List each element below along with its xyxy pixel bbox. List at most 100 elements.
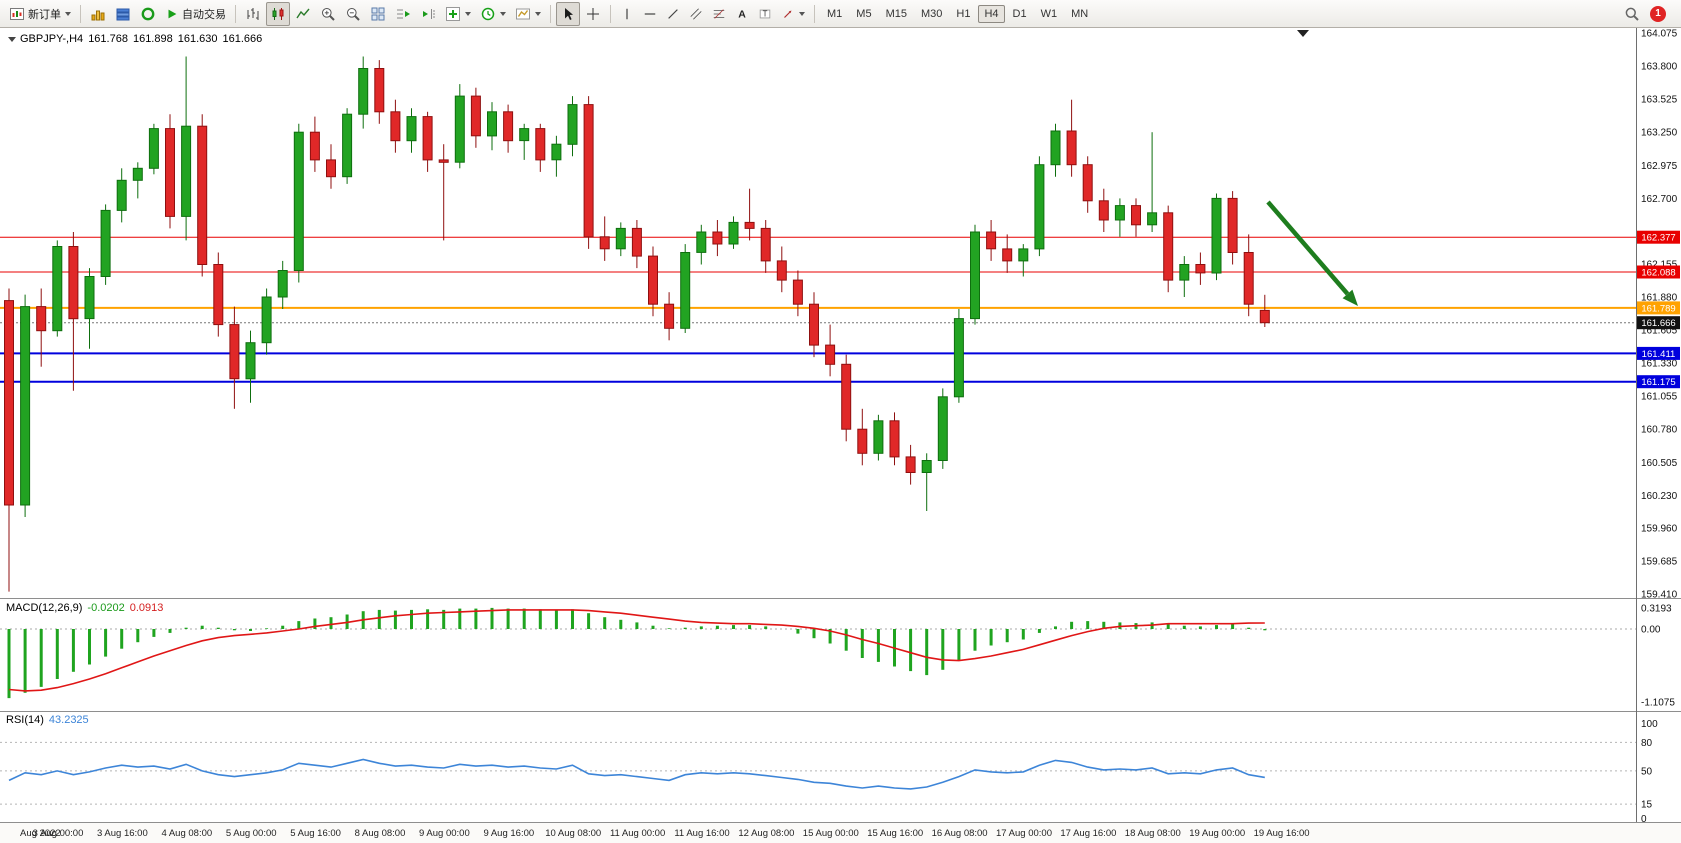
periods-button[interactable]: [476, 2, 510, 26]
time-label[interactable]: 9 Aug 16:00: [483, 828, 534, 839]
candle-body: [1179, 264, 1190, 281]
chart-shift-icon: [423, 8, 435, 19]
time-axis-strip: [0, 822, 1681, 843]
chart-shift-button[interactable]: [416, 2, 440, 26]
price-tick-label: 159.685: [1641, 556, 1678, 567]
candle-body: [1211, 197, 1222, 274]
macd-axis-label: 0.00: [1641, 625, 1661, 636]
price-tag-bg: [1637, 265, 1680, 279]
profiles-button[interactable]: [111, 2, 135, 26]
time-label[interactable]: Aug 2022: [20, 828, 61, 839]
time-label[interactable]: 3 Aug 16:00: [97, 828, 148, 839]
time-label[interactable]: 15 Aug 16:00: [867, 828, 923, 839]
candle-body: [567, 104, 578, 145]
tf-m1-button[interactable]: M1: [827, 7, 843, 20]
auto-trading-label: 自动交易: [182, 8, 226, 21]
candle-body: [326, 159, 336, 178]
time-label[interactable]: 17 Aug 16:00: [1060, 828, 1116, 839]
time-label[interactable]: 3 Aug 00:00: [33, 828, 84, 839]
text-label-tool-button[interactable]: T: [754, 2, 776, 26]
tile-windows-icon: [371, 7, 385, 20]
time-label[interactable]: 5 Aug 16:00: [290, 828, 341, 839]
tf-h1-button[interactable]: H1: [956, 7, 971, 20]
channel-tool-button[interactable]: [685, 2, 707, 26]
time-label[interactable]: 19 Aug 00:00: [1189, 828, 1245, 839]
channel-icon: [690, 7, 702, 20]
templates-button[interactable]: [511, 2, 545, 26]
crosshair-tool-button[interactable]: [581, 2, 605, 26]
trend-arrow-line[interactable]: [1266, 200, 1350, 296]
time-label[interactable]: 17 Aug 00:00: [996, 828, 1052, 839]
auto-trading-button[interactable]: 自动交易: [161, 2, 230, 26]
horizontal-line-tool-button[interactable]: [639, 2, 661, 26]
svg-text:A: A: [738, 8, 746, 20]
search-icon[interactable]: [1624, 6, 1640, 22]
macd-indicator-label: MACD(12,26,9) -0.0202 0.0913: [6, 602, 163, 614]
tf-mn-button[interactable]: MN: [1071, 7, 1089, 20]
candle-body: [809, 303, 819, 346]
candle-body: [487, 111, 497, 137]
arrows-tool-button[interactable]: [777, 2, 809, 26]
tf-w1-button[interactable]: W1: [1040, 7, 1058, 20]
time-label[interactable]: 19 Aug 16:00: [1254, 828, 1310, 839]
vertical-line-tool-button[interactable]: [616, 2, 638, 26]
tf-h4-button[interactable]: H4: [978, 4, 1005, 23]
time-label[interactable]: 15 Aug 00:00: [803, 828, 859, 839]
fibonacci-tool-button[interactable]: [708, 2, 730, 26]
cursor-tool-button[interactable]: [556, 1, 580, 26]
line-chart-button[interactable]: [291, 2, 315, 26]
candle-body: [165, 128, 175, 217]
trendline-tool-button[interactable]: [662, 2, 684, 26]
tf-m5-button[interactable]: M5: [856, 7, 872, 20]
candle-body: [358, 68, 369, 115]
notification-badge[interactable]: 1: [1650, 5, 1666, 22]
time-label[interactable]: 8 Aug 08:00: [355, 828, 406, 839]
time-label[interactable]: 11 Aug 16:00: [674, 828, 729, 839]
zoom-out-button[interactable]: [341, 2, 365, 26]
bar-chart-button[interactable]: [241, 2, 265, 26]
candle-body: [84, 276, 95, 320]
candle-body: [1114, 205, 1125, 221]
time-label[interactable]: 12 Aug 08:00: [738, 828, 794, 839]
candle-body: [986, 231, 997, 250]
zoom-in-button[interactable]: [316, 2, 340, 26]
macd-title: MACD(12,26,9): [6, 602, 83, 614]
new-order-button[interactable]: 新订单: [5, 2, 75, 26]
time-label[interactable]: 10 Aug 08:00: [545, 828, 601, 839]
auto-scroll-button[interactable]: [391, 2, 415, 26]
price-tick-label: 162.155: [1641, 259, 1678, 270]
trend-arrow-head[interactable]: [1342, 289, 1358, 306]
market-watch-button[interactable]: [136, 2, 160, 26]
time-label[interactable]: 11 Aug 00:00: [610, 828, 665, 839]
auto-trading-play-icon: [168, 9, 177, 18]
rsi-indicator-label: RSI(14) 43.2325: [6, 714, 89, 726]
market-watch-icon: [141, 7, 155, 20]
price-tick-label: 161.055: [1641, 392, 1678, 403]
tf-m30-button[interactable]: M30: [920, 7, 943, 20]
candlestick-chart-button[interactable]: [266, 1, 290, 26]
time-label[interactable]: 4 Aug 08:00: [161, 828, 212, 839]
candle-body: [873, 420, 884, 454]
price-tag-label: 161.789: [1641, 303, 1675, 314]
new-chart-button[interactable]: [86, 2, 110, 26]
time-label[interactable]: 16 Aug 08:00: [932, 828, 988, 839]
candle-body: [744, 221, 755, 229]
indicators-button[interactable]: [441, 2, 475, 26]
candle-body: [680, 252, 691, 329]
time-label[interactable]: 9 Aug 00:00: [419, 828, 470, 839]
rsi-axis-label: 15: [1641, 800, 1653, 811]
time-label[interactable]: 5 Aug 00:00: [226, 828, 277, 839]
price-tick-label: 160.505: [1641, 458, 1678, 469]
symbol-ohlc-bar: GBPJPY-,H4 161.768 161.898 161.630 161.666: [8, 33, 262, 45]
time-label[interactable]: 18 Aug 08:00: [1125, 828, 1181, 839]
candle-body: [4, 300, 14, 506]
price-tag-label: 162.377: [1641, 233, 1675, 244]
candle-body: [1098, 200, 1109, 221]
price-axis[interactable]: 164.075 163.800 163.525 163.250 162.975 162.7…: [1641, 29, 1678, 601]
tf-d1-button[interactable]: D1: [1012, 7, 1027, 20]
tile-windows-button[interactable]: [366, 2, 390, 26]
price-tag-label: 161.175: [1641, 377, 1675, 388]
tf-m15-button[interactable]: M15: [885, 7, 907, 20]
text-tool-button[interactable]: A: [731, 2, 753, 26]
